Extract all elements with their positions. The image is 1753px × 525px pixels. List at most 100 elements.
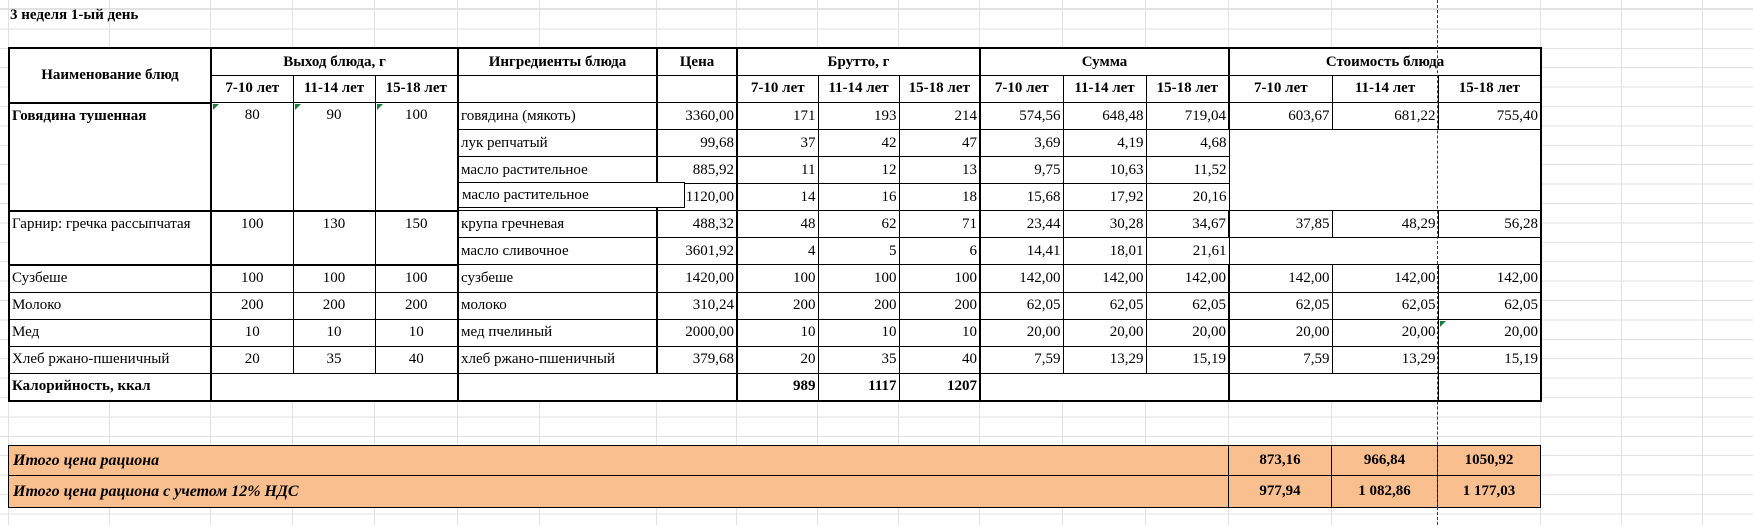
cell-gross[interactable]: 200	[736, 291, 819, 320]
cell-sum[interactable]: 13,29	[1062, 345, 1147, 374]
cell-sum[interactable]: 7,59	[979, 345, 1064, 374]
header-ingredients[interactable]: Ингредиенты блюда	[457, 47, 658, 76]
cell-sum[interactable]: 34,67	[1145, 210, 1230, 238]
cell-dish-name[interactable]: Гарнир: гречка рассыпчатая	[8, 210, 212, 266]
header-gross-group[interactable]: Брутто, г	[736, 47, 981, 76]
cell-gross[interactable]: 100	[898, 264, 981, 293]
header-output-age-1[interactable]: 7-10 лет	[210, 75, 294, 103]
cell-gross[interactable]: 47	[898, 129, 981, 157]
header-cost-age-1[interactable]: 7-10 лет	[1228, 75, 1333, 103]
cell-price[interactable]: 885,92	[656, 156, 738, 184]
cell-cost-merged-empty[interactable]	[1228, 237, 1542, 265]
cell-gross[interactable]: 10	[817, 318, 900, 347]
cell-price[interactable]: 310,24	[656, 291, 738, 320]
header-sum-age-2[interactable]: 11-14 лет	[1062, 75, 1147, 103]
cell-sum[interactable]: 11,52	[1145, 156, 1230, 184]
cell-gross[interactable]: 42	[817, 129, 900, 157]
cell-output[interactable]: 90	[292, 102, 376, 212]
cell-cost-merged-empty[interactable]	[1228, 129, 1542, 211]
cell-sum[interactable]: 14,41	[979, 237, 1064, 265]
cell-sum[interactable]: 574,56	[979, 102, 1064, 130]
cell-sum[interactable]: 62,05	[1145, 291, 1230, 320]
cell-sum[interactable]: 719,04	[1145, 102, 1230, 130]
cell-ingredient[interactable]: мед пчелиный	[457, 318, 658, 347]
cell-cost[interactable]: 62,05	[1228, 291, 1333, 320]
cell-gross[interactable]: 10	[898, 318, 981, 347]
cell-ingredient[interactable]: хлеб ржано-пшеничный	[457, 345, 658, 374]
cell-cost[interactable]: 142,00	[1437, 264, 1542, 293]
cell-gross[interactable]: 13	[898, 156, 981, 184]
cell-gross[interactable]: 16	[817, 183, 900, 211]
cell-sum[interactable]: 23,44	[979, 210, 1064, 238]
cell-output[interactable]: 35	[292, 345, 376, 374]
header-sum-group[interactable]: Сумма	[978, 47, 1230, 76]
cell-cost[interactable]: 681,22	[1331, 102, 1439, 130]
cell-cost[interactable]: 603,67	[1228, 102, 1333, 130]
cell-sum[interactable]: 142,00	[1145, 264, 1230, 293]
cell-ingredient[interactable]: масло растительное	[457, 156, 658, 184]
cell-sum[interactable]: 30,28	[1062, 210, 1147, 238]
cell-cost[interactable]: 20,00	[1228, 318, 1333, 347]
header-output-group[interactable]: Выход блюда, г	[210, 47, 459, 76]
totals-value[interactable]: 1050,92	[1437, 445, 1541, 476]
cell-sum[interactable]: 62,05	[979, 291, 1064, 320]
cell-sum[interactable]: 4,68	[1145, 129, 1230, 157]
cell-edit-box[interactable]: масло растительное	[458, 182, 685, 208]
cell-output[interactable]: 40	[374, 345, 459, 374]
cell-cost[interactable]: 15,19	[1437, 345, 1542, 374]
cell-ingredient[interactable]: говядина (мякоть)	[457, 102, 658, 130]
cell-cost[interactable]: 20,00	[1437, 318, 1542, 347]
cell-output[interactable]: 80	[210, 102, 294, 212]
cell-gross[interactable]: 12	[817, 156, 900, 184]
header-sum-age-3[interactable]: 15-18 лет	[1145, 75, 1230, 103]
cell-output[interactable]: 100	[374, 264, 459, 293]
cell-gross[interactable]: 6	[898, 237, 981, 265]
cell-sum[interactable]: 62,05	[1062, 291, 1147, 320]
cell-output[interactable]: 20	[210, 345, 294, 374]
cell-ingredient[interactable]: масло сливочное	[457, 237, 658, 265]
cell-dish-name[interactable]: Говядина тушенная	[8, 102, 212, 212]
cell-cost[interactable]: 62,05	[1437, 291, 1542, 320]
header-price-empty[interactable]	[656, 75, 738, 103]
cell-gross[interactable]: 100	[736, 264, 819, 293]
cell-sum[interactable]: 648,48	[1062, 102, 1147, 130]
cell-gross[interactable]: 35	[817, 345, 900, 374]
cell-cost[interactable]: 62,05	[1331, 291, 1439, 320]
cell-gross[interactable]: 10	[736, 318, 819, 347]
cell-dish-name[interactable]: Молоко	[8, 291, 212, 320]
cell-ingredient[interactable]: сузбеше	[457, 264, 658, 293]
header-output-age-3[interactable]: 15-18 лет	[374, 75, 459, 103]
cell-price[interactable]: 2000,00	[656, 318, 738, 347]
cell-cost[interactable]: 142,00	[1331, 264, 1439, 293]
cell-price[interactable]: 99,68	[656, 129, 738, 157]
cell-ingredient[interactable]: молоко	[457, 291, 658, 320]
totals-vat-value[interactable]: 1 177,03	[1437, 475, 1541, 508]
cell-output[interactable]: 100	[374, 102, 459, 212]
cell-cost[interactable]: 56,28	[1437, 210, 1542, 238]
cell-output[interactable]: 10	[210, 318, 294, 347]
cell-cost[interactable]: 7,59	[1228, 345, 1333, 374]
cell-dish-name[interactable]: Мед	[8, 318, 212, 347]
cell-gross[interactable]: 171	[736, 102, 819, 130]
header-gross-age-1[interactable]: 7-10 лет	[736, 75, 819, 103]
cell-cost[interactable]: 755,40	[1437, 102, 1542, 130]
cell-gross[interactable]: 11	[736, 156, 819, 184]
sheet-title[interactable]: 3 неделя 1-ый день	[10, 7, 139, 23]
cell-gross[interactable]: 62	[817, 210, 900, 238]
cell-output[interactable]: 10	[374, 318, 459, 347]
cell-gross[interactable]: 40	[898, 345, 981, 374]
cell-gross[interactable]: 193	[817, 102, 900, 130]
cell-gross[interactable]: 200	[817, 291, 900, 320]
cell-sum[interactable]: 10,63	[1062, 156, 1147, 184]
cell-cost[interactable]: 37,85	[1228, 210, 1333, 238]
totals-value[interactable]: 966,84	[1331, 445, 1438, 476]
cell-sum[interactable]: 3,69	[979, 129, 1064, 157]
cell-cost[interactable]: 20,00	[1331, 318, 1439, 347]
cell-price[interactable]: 379,68	[656, 345, 738, 374]
cell-sum[interactable]: 9,75	[979, 156, 1064, 184]
cell-gross[interactable]: 20	[736, 345, 819, 374]
header-price[interactable]: Цена	[656, 47, 738, 76]
cell-gross[interactable]: 14	[736, 183, 819, 211]
cell-output[interactable]: 130	[292, 210, 376, 266]
cell-cost[interactable]: 13,29	[1331, 345, 1439, 374]
